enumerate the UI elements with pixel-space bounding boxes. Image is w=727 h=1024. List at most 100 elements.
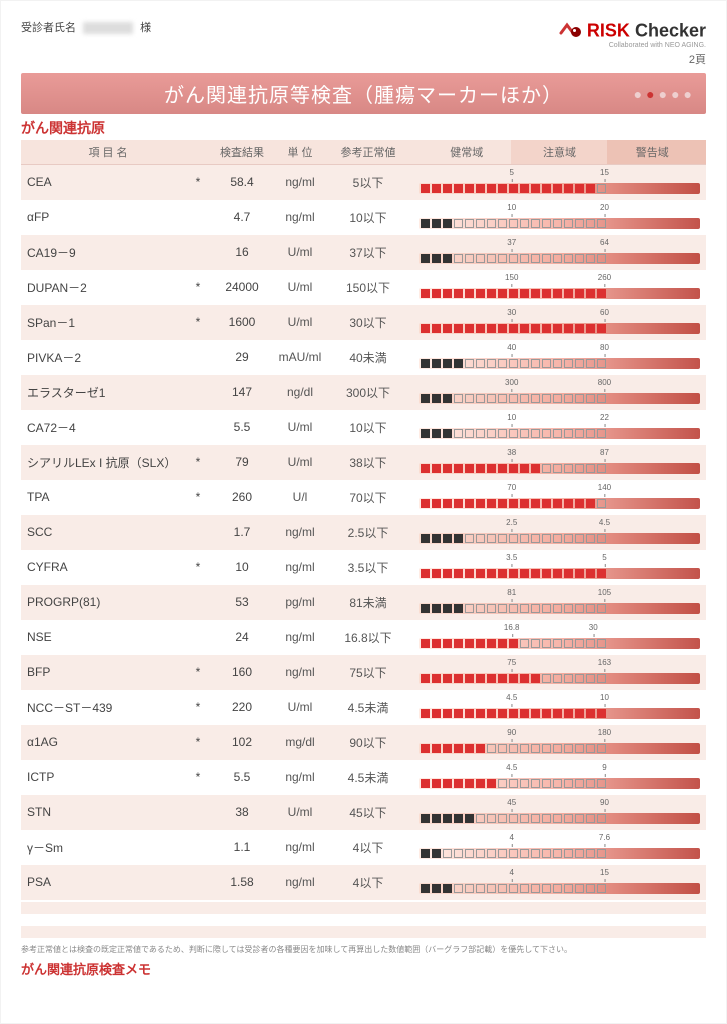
cell-sep — [205, 725, 213, 760]
gauge-marks: 515 — [419, 168, 700, 180]
gauge-square — [520, 289, 529, 298]
gauge-square — [564, 674, 573, 683]
gauge-square — [509, 534, 518, 543]
gauge-square — [421, 289, 430, 298]
cell-gauge: 70140 — [415, 480, 706, 515]
gauge-square — [487, 289, 496, 298]
gauge-square — [564, 849, 573, 858]
gauge-square — [443, 324, 452, 333]
table-row: α1AG * 102 mg/dl 90以下 90180 — [21, 725, 706, 760]
gauge-marks: 75163 — [419, 658, 700, 670]
cell-gauge: 47.6 — [415, 830, 706, 865]
gauge-square — [586, 604, 595, 613]
gauge: 4.59 — [419, 763, 700, 791]
gauge-square — [443, 569, 452, 578]
patient-block: 受診者氏名 様 — [21, 19, 151, 35]
gauge-square — [520, 744, 529, 753]
gauge-square — [487, 744, 496, 753]
gauge-square — [575, 219, 584, 228]
gauge-mark: 90 — [600, 798, 609, 807]
cell-ref: 16.8以下 — [329, 620, 407, 655]
gauge-square — [520, 359, 529, 368]
gauge-mark: 800 — [598, 378, 611, 387]
gauge-square — [509, 219, 518, 228]
patient-label: 受診者氏名 — [21, 22, 76, 34]
cell-value: 79 — [213, 445, 271, 480]
gauge-square — [487, 184, 496, 193]
cell-sep — [205, 305, 213, 340]
gauge-squares — [421, 394, 698, 403]
gauge-square — [476, 884, 485, 893]
gauge-square — [432, 464, 441, 473]
gauge-square — [542, 324, 551, 333]
cell-ref: 30以下 — [329, 305, 407, 340]
gauge-squares — [421, 779, 698, 788]
gauge-square — [465, 394, 474, 403]
gauge-marks: 3887 — [419, 448, 700, 460]
cell-ref: 90以下 — [329, 725, 407, 760]
cell-name: PROGRP(81) — [21, 585, 191, 620]
gauge-square — [531, 219, 540, 228]
gauge-square — [421, 499, 430, 508]
gauge-square — [553, 359, 562, 368]
gauge-square — [564, 429, 573, 438]
gauge-square — [476, 429, 485, 438]
cell-flag — [191, 515, 205, 550]
gauge: 150 260 — [419, 273, 700, 301]
gauge-square — [520, 324, 529, 333]
gauge-square — [498, 394, 507, 403]
gauge-square — [443, 534, 452, 543]
logo-icon — [557, 19, 585, 44]
cell-unit: U/ml — [271, 305, 329, 340]
gauge: 81105 — [419, 588, 700, 616]
gauge-square — [443, 254, 452, 263]
cell-flag: * — [191, 550, 205, 585]
gauge-square — [542, 709, 551, 718]
gauge-square — [564, 814, 573, 823]
gauge-square — [421, 534, 430, 543]
cell-ref: 4以下 — [329, 830, 407, 865]
cell-flag: * — [191, 725, 205, 760]
gauge-square — [443, 814, 452, 823]
cell-sep2 — [407, 375, 415, 410]
cell-name: シアリルLEx I 抗原（SLX） — [21, 445, 191, 480]
gauge-square — [520, 849, 529, 858]
gauge-square — [465, 709, 474, 718]
gauge-square — [498, 184, 507, 193]
cell-name: TPA — [21, 480, 191, 515]
gauge-square — [564, 779, 573, 788]
gauge-mark: 4.5 — [599, 518, 610, 527]
cell-gauge: 75163 — [415, 655, 706, 690]
gauge-mark: 150 — [505, 273, 518, 282]
gauge-square — [531, 184, 540, 193]
table-row: エラスターゼ1 147 ng/dl 300以下 300800 — [21, 375, 706, 410]
cell-unit: ng/ml — [271, 200, 329, 235]
gauge-square — [597, 499, 606, 508]
gauge-square — [476, 674, 485, 683]
cell-ref: 2.5以下 — [329, 515, 407, 550]
gauge-square — [520, 604, 529, 613]
gauge-square — [487, 674, 496, 683]
gauge-square — [564, 359, 573, 368]
cell-sep — [205, 550, 213, 585]
gauge-square — [575, 499, 584, 508]
gauge-square — [476, 254, 485, 263]
gauge-mark: 22 — [600, 413, 609, 422]
report-page: 受診者氏名 様 RISK Checker Collaborated with N… — [0, 0, 727, 1024]
gauge-square — [432, 254, 441, 263]
gauge-square — [454, 744, 463, 753]
gauge-square — [487, 359, 496, 368]
gauge-square — [498, 779, 507, 788]
cell-unit: ng/ml — [271, 165, 329, 200]
patient-name-redacted — [83, 22, 133, 34]
gauge-square — [531, 534, 540, 543]
cell-name: γ－Sm — [21, 830, 191, 865]
gauge-square — [542, 814, 551, 823]
gauge-square — [476, 534, 485, 543]
cell-value: 24000 — [213, 270, 271, 305]
gauge-square — [487, 779, 496, 788]
gauge-square — [531, 744, 540, 753]
gauge-mark: 260 — [598, 273, 611, 282]
cell-gauge: 81105 — [415, 585, 706, 620]
gauge-square — [509, 569, 518, 578]
